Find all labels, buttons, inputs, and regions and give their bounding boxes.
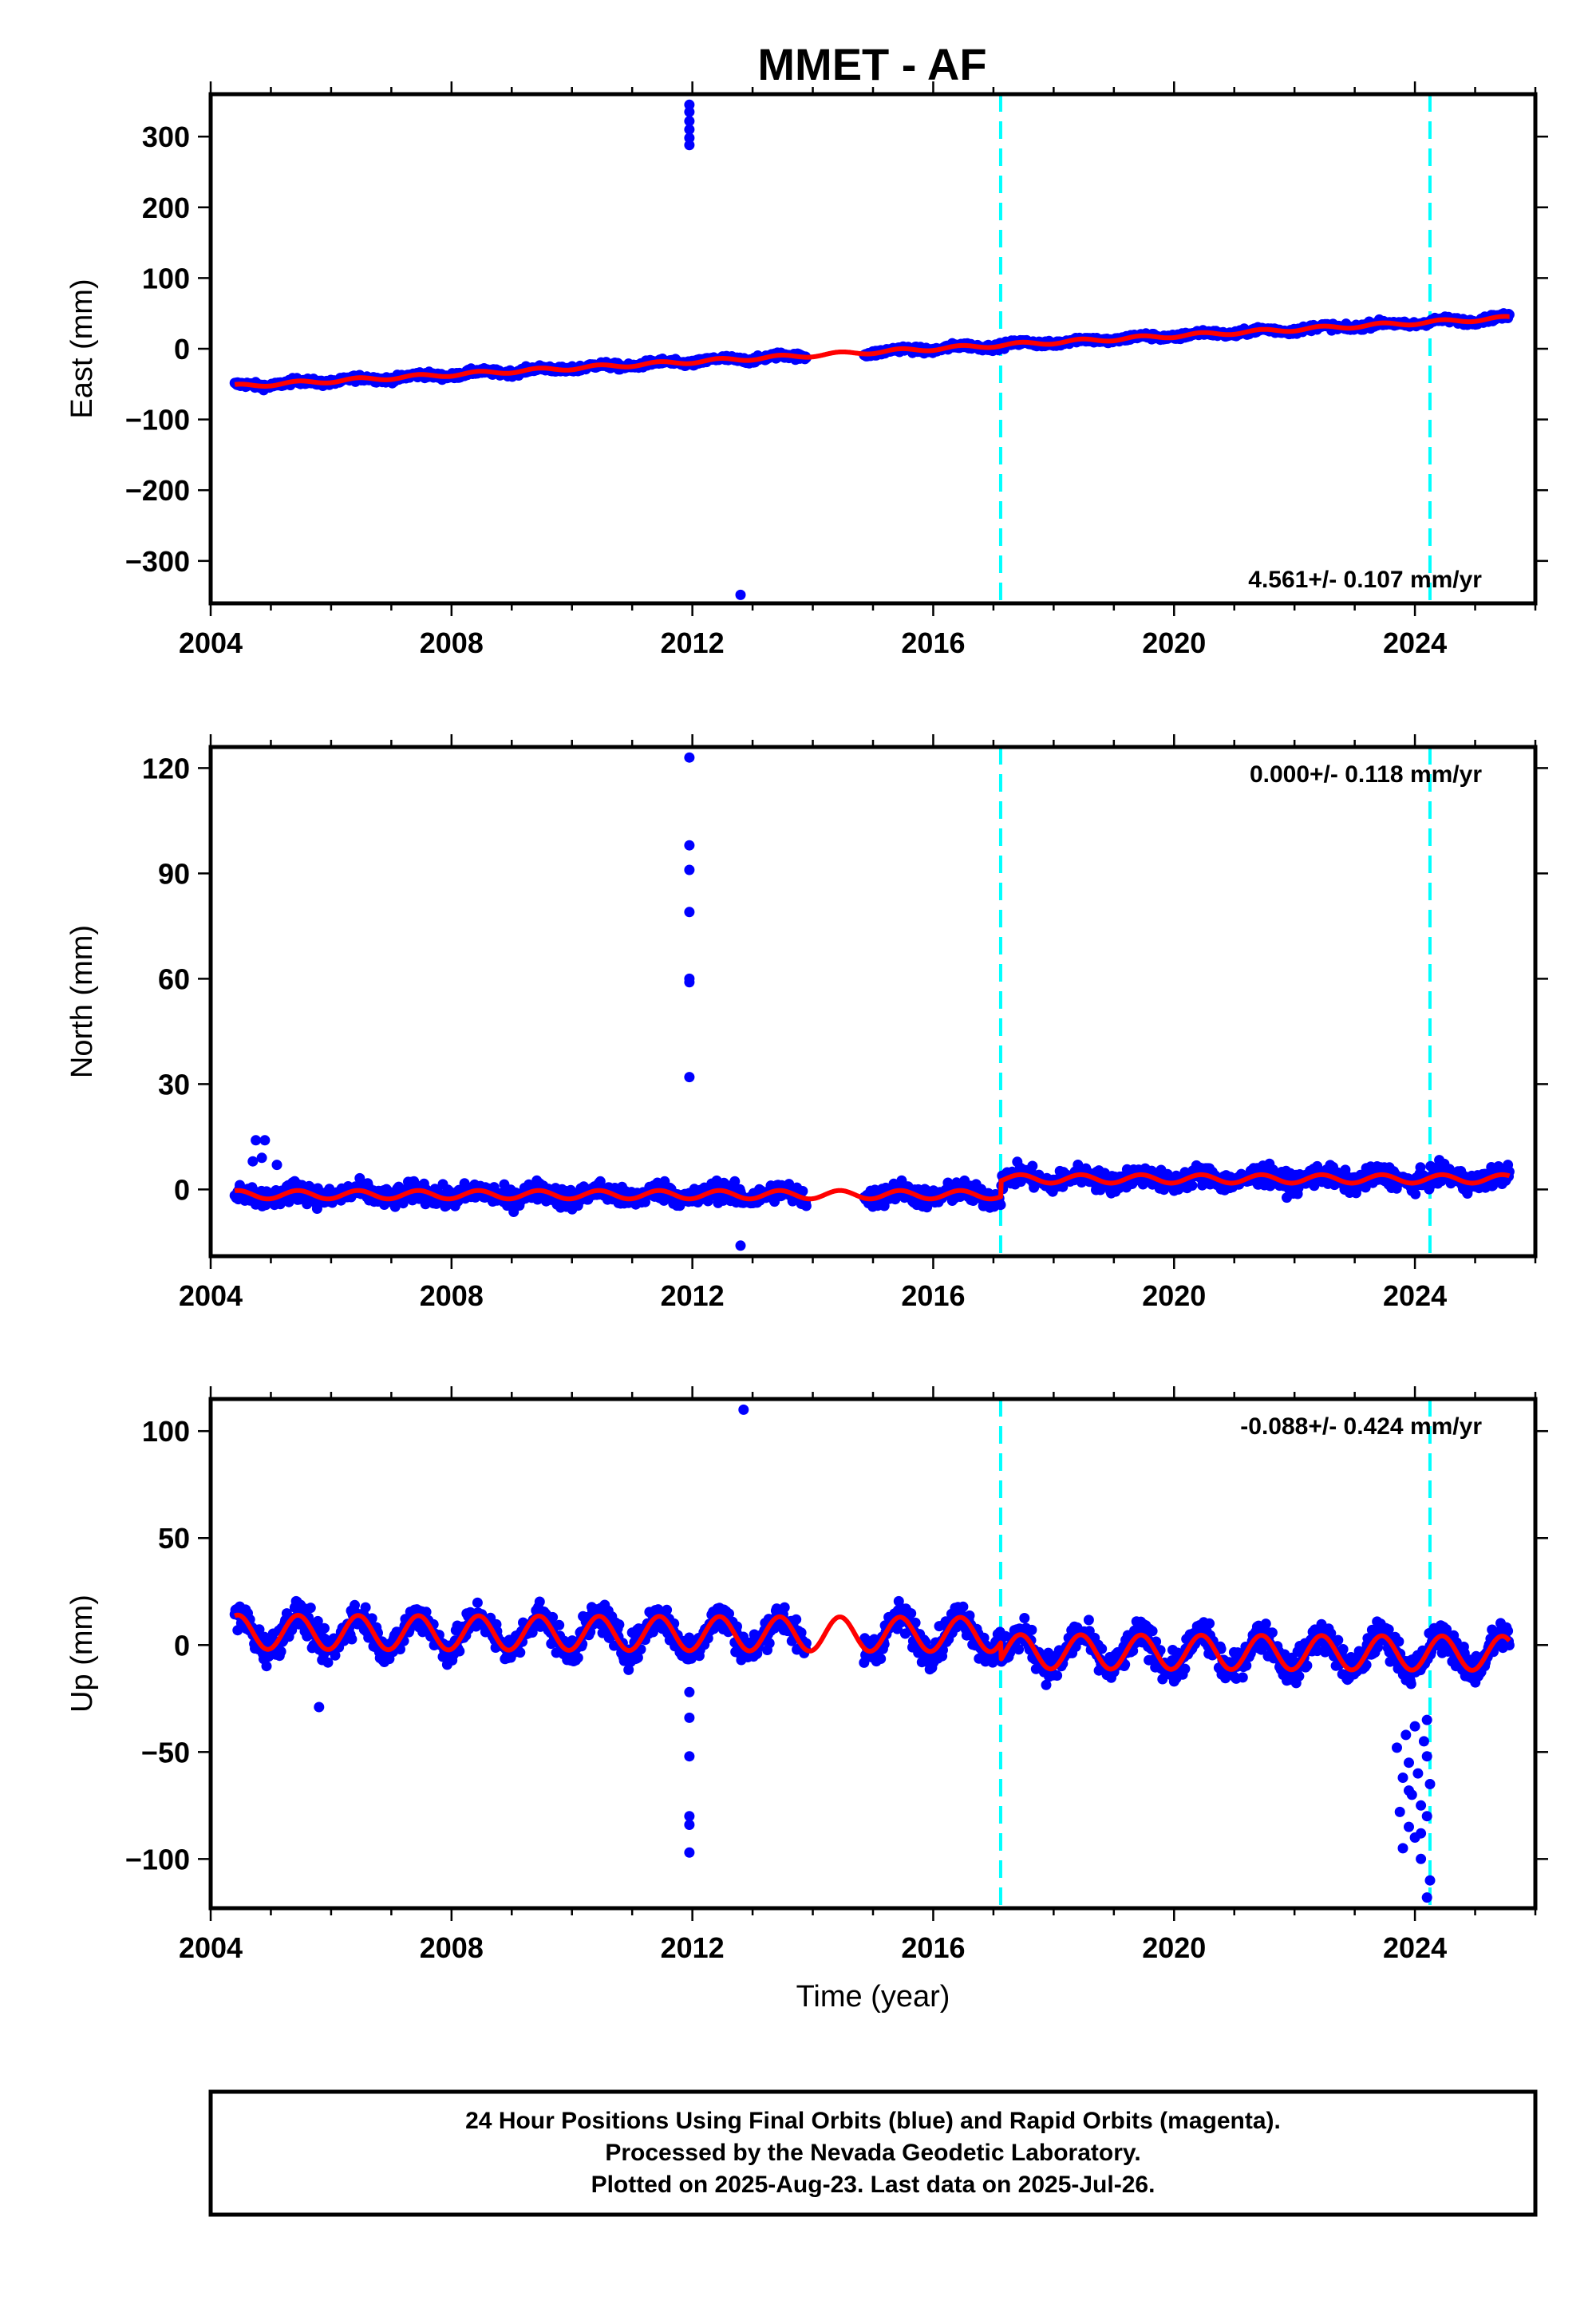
data-point xyxy=(764,1638,775,1649)
y-tick-label: 200 xyxy=(142,192,190,224)
x-tick-label: 2004 xyxy=(179,626,243,659)
data-point xyxy=(958,1601,969,1612)
x-tick-label: 2024 xyxy=(1383,1279,1447,1312)
outlier-point xyxy=(684,132,695,144)
outlier-point xyxy=(684,116,695,127)
data-point xyxy=(346,1634,358,1645)
y-tick-label: −100 xyxy=(125,404,190,437)
x-tick-label: 2020 xyxy=(1142,1279,1206,1312)
data-point xyxy=(275,1646,286,1657)
data-point xyxy=(1237,1672,1248,1683)
outlier-point xyxy=(684,124,695,135)
data-point xyxy=(800,1200,812,1211)
data-point xyxy=(1294,1670,1305,1682)
outlier-point xyxy=(735,589,746,600)
data-point xyxy=(906,1608,917,1619)
data-point xyxy=(572,1652,583,1663)
panel-up: 2004 2008 2012 2016 2020 2024100500−50−100Up … xyxy=(65,1386,1548,1964)
y-tick-label: 120 xyxy=(142,752,190,785)
data-point xyxy=(319,1622,330,1634)
data-point xyxy=(1266,1627,1278,1638)
outlier-point xyxy=(684,752,695,763)
outlier-point xyxy=(684,840,695,851)
data-point xyxy=(1187,1180,1198,1191)
rate-annotation-east: 4.561+/- 0.107 mm/yr xyxy=(1248,567,1482,593)
data-points-east xyxy=(229,99,1515,600)
x-tick-label: 2016 xyxy=(901,1279,965,1312)
plot-area-up xyxy=(229,1399,1515,1908)
y-tick-label: 100 xyxy=(142,262,190,294)
x-tick-label: 2008 xyxy=(420,626,484,659)
data-point xyxy=(1052,1670,1063,1681)
y-axis-label-north: North (mm) xyxy=(65,925,99,1078)
panel-east: 2004 2008 2012 2016 2020 2024 300 200 100 0 −100 −2… xyxy=(65,81,1548,659)
outlier-point xyxy=(271,1160,282,1171)
data-point xyxy=(614,1619,625,1630)
data-point xyxy=(1026,1624,1037,1635)
outlier-point xyxy=(684,977,695,988)
outlier-point xyxy=(684,907,695,918)
outlier-point xyxy=(251,1135,262,1146)
model-line-east xyxy=(232,314,1511,389)
data-point xyxy=(1179,1663,1191,1674)
data-point xyxy=(1083,1614,1094,1626)
data-point xyxy=(791,1614,802,1625)
data-point xyxy=(515,1647,526,1658)
data-point xyxy=(534,1596,545,1607)
data-point xyxy=(554,1619,565,1630)
outlier-point xyxy=(259,1135,271,1146)
chart-title: MMET - AF xyxy=(757,39,986,89)
panel-north: 2004 2008 2012 2016 2020 2024 120 90 60 30 0 North … xyxy=(65,734,1548,1312)
x-tick-label: 2012 xyxy=(661,1279,725,1312)
data-point xyxy=(662,1604,673,1615)
data-point xyxy=(261,1661,272,1672)
outlier-point xyxy=(684,140,695,151)
outlier-point xyxy=(735,1240,746,1251)
outlier-point xyxy=(256,1152,267,1164)
outlier-point xyxy=(247,1156,259,1167)
x-tick-label: 2024 xyxy=(1383,626,1447,659)
data-point xyxy=(283,1196,294,1207)
rate-annotation-north: 0.000+/- 0.118 mm/yr xyxy=(1250,761,1482,788)
data-point xyxy=(1204,1618,1215,1629)
outlier-point xyxy=(684,1072,695,1083)
y-tick-label: 0 xyxy=(174,1173,190,1206)
data-point xyxy=(1027,1160,1038,1172)
x-tick-label: 2004 xyxy=(179,1279,243,1312)
data-point xyxy=(472,1597,483,1608)
data-point xyxy=(1260,1618,1271,1630)
y-axis-label-east: East (mm) xyxy=(65,279,99,418)
data-point xyxy=(1019,1613,1030,1623)
outlier-point xyxy=(684,864,695,875)
plot-area-east xyxy=(229,94,1515,603)
data-point xyxy=(305,1603,316,1614)
x-tick-label: 2020 xyxy=(1142,626,1206,659)
plot-area-north xyxy=(229,747,1515,1256)
x-tick-label: 2016 xyxy=(901,626,965,659)
x-tick-label: 2008 xyxy=(420,1279,484,1312)
y-tick-label: −300 xyxy=(125,545,190,578)
data-point xyxy=(360,1602,371,1613)
y-tick-label: 30 xyxy=(158,1068,190,1101)
data-point xyxy=(995,1199,1006,1211)
data-points-up xyxy=(229,1404,1515,1903)
data-point xyxy=(779,1602,790,1613)
data-point xyxy=(1410,1188,1421,1199)
outlier-point xyxy=(684,99,695,110)
y-tick-label: 90 xyxy=(158,857,190,890)
data-point xyxy=(1147,1626,1158,1637)
y-tick-label: 60 xyxy=(158,962,190,995)
x-tick-label: 2012 xyxy=(661,626,725,659)
outlier-point xyxy=(684,106,695,117)
data-point xyxy=(875,1654,887,1664)
y-tick-label: 300 xyxy=(142,121,190,153)
y-tick-label: −200 xyxy=(125,474,190,507)
y-tick-label: 0 xyxy=(174,333,190,366)
